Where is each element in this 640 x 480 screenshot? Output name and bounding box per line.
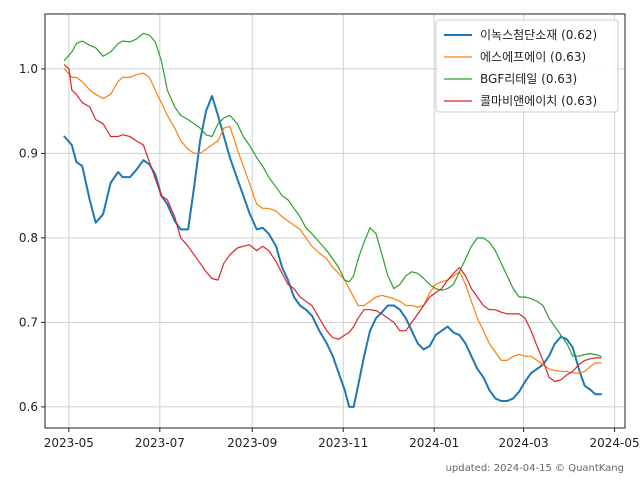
- legend-label-3: BGF리테일 (0.63): [480, 72, 577, 86]
- series-line-4: [63, 64, 602, 383]
- x-tick-label: 2024-01: [409, 436, 459, 450]
- y-tick-label: 0.8: [19, 231, 38, 245]
- y-tick-label: 1.0: [19, 62, 38, 76]
- series-line-3: [63, 32, 602, 357]
- y-tick-label: 0.7: [19, 315, 38, 329]
- legend: 이녹스첨단소재 (0.62) 에스에프에이 (0.63) BGF리테일 (0.63)…: [435, 19, 619, 113]
- x-tick-label: 2024-03: [499, 436, 549, 450]
- x-axis: 2023-05 2023-07 2023-09 2023-11 2024-01 2024-…: [44, 428, 640, 450]
- x-tick-label: 2023-05: [44, 436, 94, 450]
- x-tick-label: 2023-11: [318, 436, 368, 450]
- x-tick-label: 2024-05: [589, 436, 639, 450]
- x-tick-label: 2023-07: [135, 436, 185, 450]
- x-tick-label: 2023-09: [227, 436, 277, 450]
- footer-text: updated: 2024-04-15 © QuantKang: [446, 463, 624, 474]
- y-axis: 0.6 0.7 0.8 0.9 1.0: [19, 62, 45, 414]
- legend-label-4: 콜마비앤에이치 (0.63): [480, 94, 597, 108]
- legend-box: [435, 19, 619, 113]
- legend-label-2: 에스에프에이 (0.63): [480, 50, 586, 64]
- legend-label-1: 이녹스첨단소재 (0.62): [480, 28, 597, 42]
- plot-frame: [44, 13, 626, 429]
- series-lines: [63, 32, 603, 408]
- y-tick-label: 0.6: [19, 400, 38, 414]
- y-tick-label: 0.9: [19, 146, 38, 160]
